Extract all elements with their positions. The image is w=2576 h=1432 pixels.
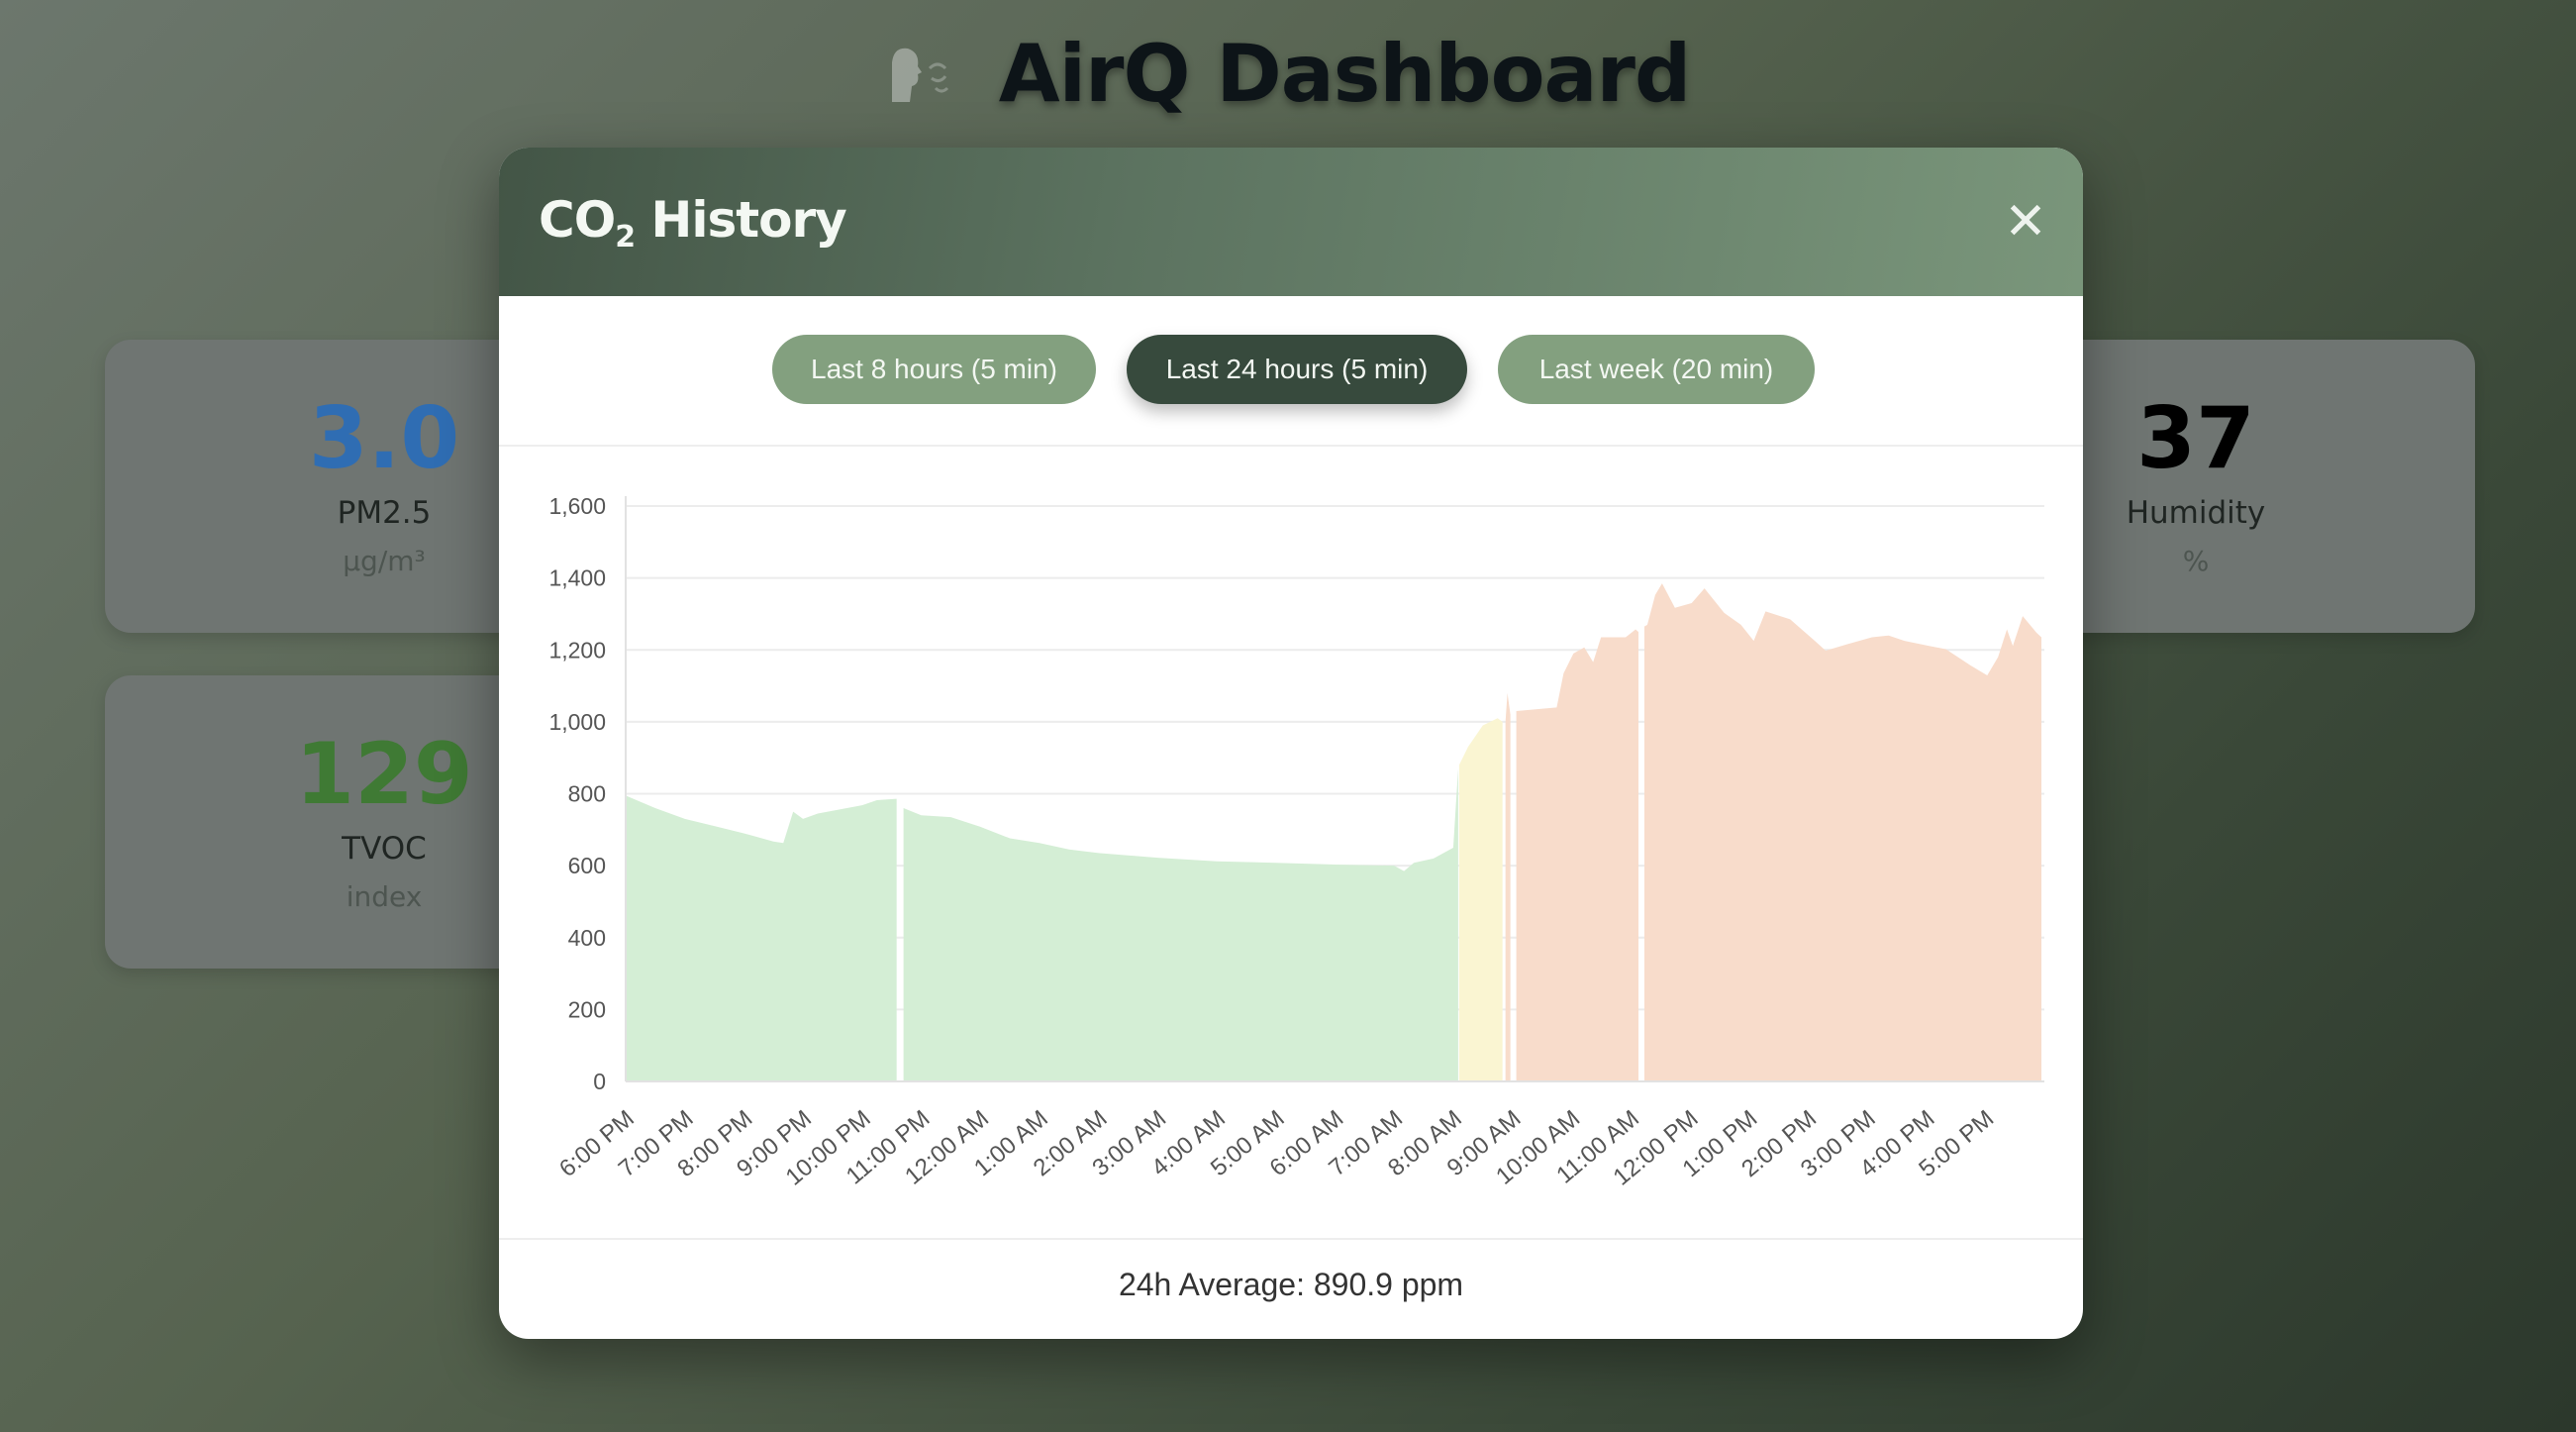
modal-header: CO2 History ✕ [499, 148, 2083, 296]
humidity-label: Humidity [2126, 495, 2266, 531]
humidity-value: 37 [2136, 389, 2255, 488]
modal-title-rest: History [635, 191, 846, 249]
y-tick-label: 1,000 [548, 709, 606, 735]
range-button-24h[interactable]: Last 24 hours (5 min) [1127, 335, 1467, 404]
tvoc-label: TVOC [342, 831, 427, 867]
co2-history-modal: CO2 History ✕ Last 8 hours (5 min) Last … [499, 148, 2083, 1339]
y-tick-label: 1,600 [548, 493, 606, 519]
tvoc-unit: index [346, 880, 423, 913]
y-tick-label: 400 [568, 925, 606, 951]
pm25-unit: µg/m³ [343, 545, 426, 577]
modal-title: CO2 History [539, 191, 847, 255]
person-breathing-icon [891, 48, 948, 102]
divider [499, 445, 2083, 447]
range-button-8h[interactable]: Last 8 hours (5 min) [772, 335, 1096, 404]
humidity-unit: % [2182, 545, 2210, 577]
co2-area-good [626, 795, 897, 1081]
average-readout: 24h Average: 890.9 ppm [1118, 1267, 1464, 1302]
co2-area-poor [1505, 692, 1511, 1081]
modal-title-subscript: 2 [615, 220, 636, 255]
pm25-value: 3.0 [308, 389, 460, 488]
co2-area-poor [1643, 583, 2042, 1081]
y-tick-label: 600 [568, 853, 606, 878]
close-icon[interactable]: ✕ [2004, 192, 2047, 252]
y-tick-label: 1,200 [548, 637, 606, 663]
co2-area-moderate [1458, 718, 1503, 1081]
pm25-label: PM2.5 [337, 495, 432, 531]
divider [499, 1238, 2083, 1240]
co2-area-poor [1516, 629, 1639, 1081]
y-tick-label: 800 [568, 781, 606, 807]
range-selector: Last 8 hours (5 min) Last 24 hours (5 mi… [499, 335, 2083, 404]
tvoc-value: 129 [295, 725, 473, 824]
co2-area-good [903, 768, 1458, 1081]
y-tick-label: 200 [568, 996, 606, 1022]
modal-title-co: CO [539, 191, 616, 249]
dashboard-header: AirQ Dashboard [0, 28, 2576, 120]
range-button-week[interactable]: Last week (20 min) [1498, 335, 1815, 404]
y-tick-label: 0 [593, 1069, 606, 1094]
y-tick-label: 1,400 [548, 565, 606, 591]
page-title: AirQ Dashboard [998, 28, 1692, 120]
